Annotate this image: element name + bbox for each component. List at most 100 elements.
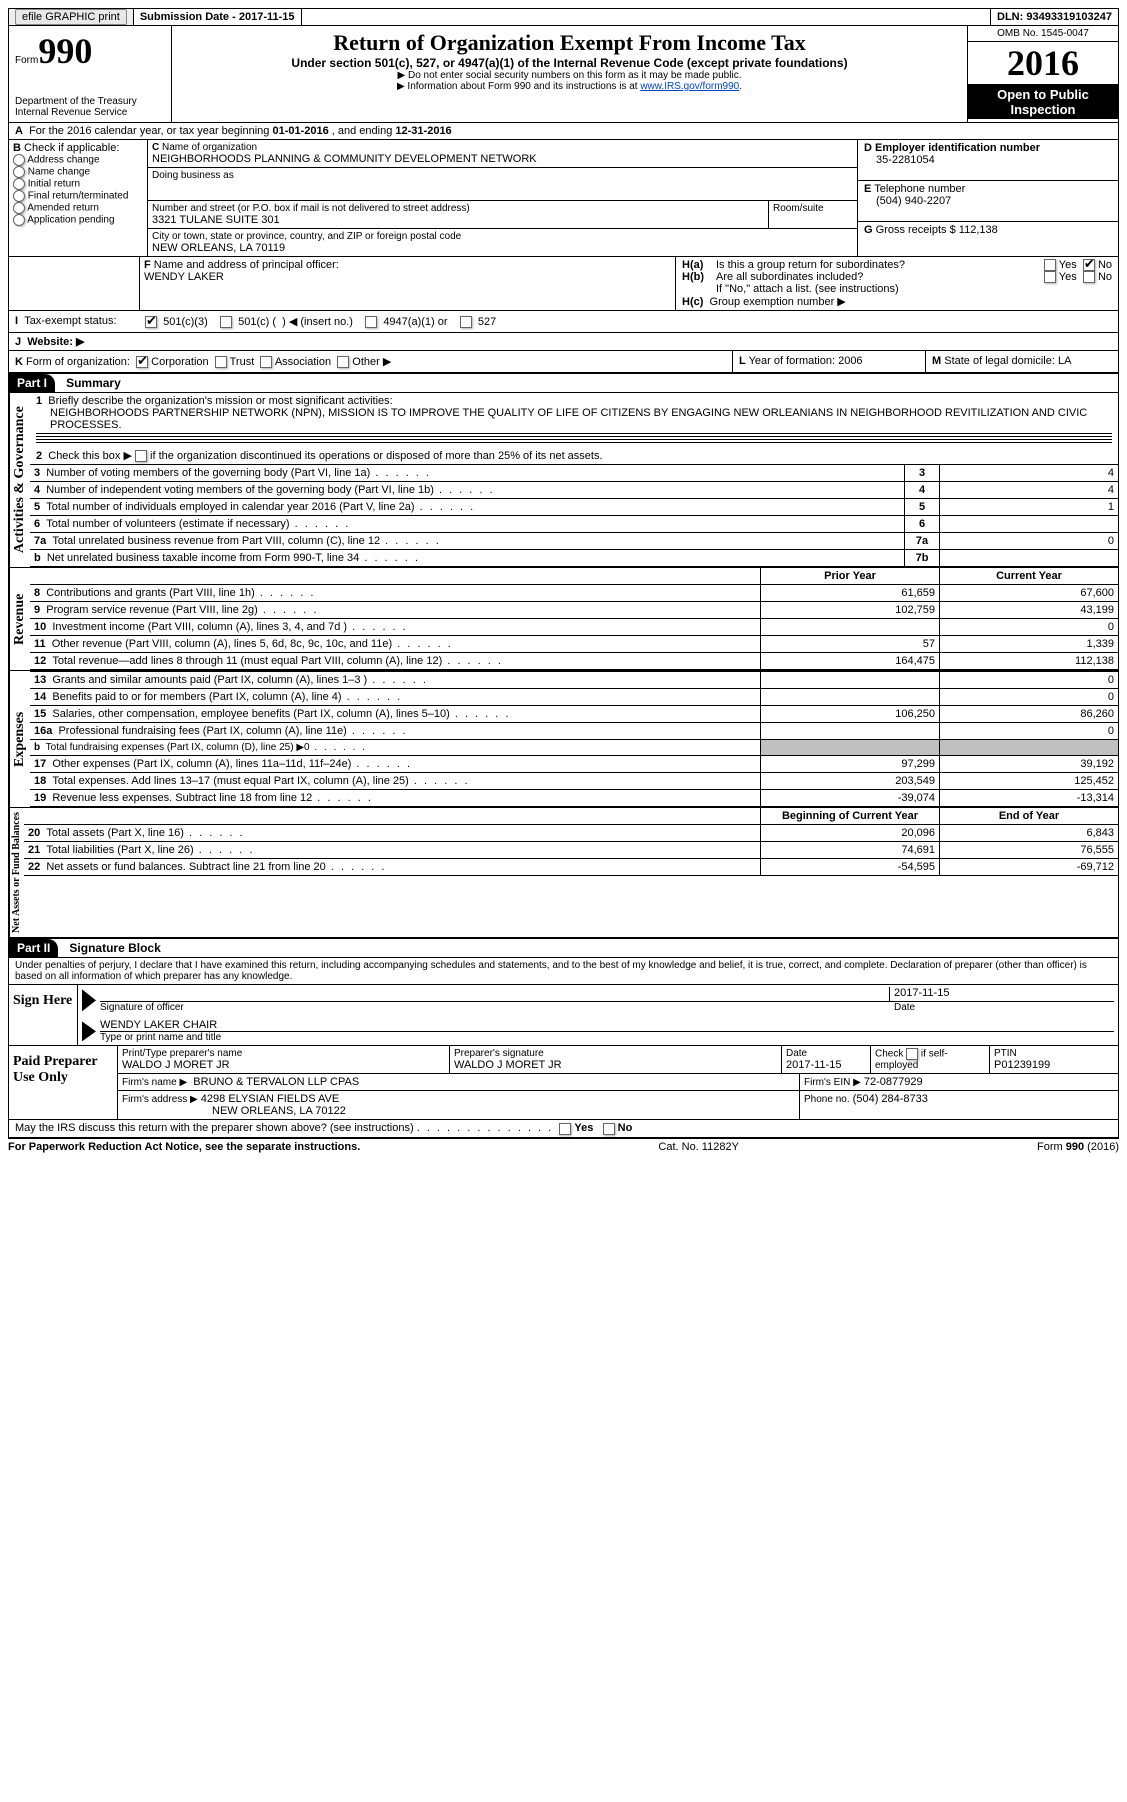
officer-name-title: WENDY LAKER CHAIR bbox=[100, 1019, 1114, 1032]
form-990-foot: 990 bbox=[1066, 1141, 1084, 1153]
b-option-label: Initial return bbox=[28, 179, 80, 190]
vlabel-netassets: Net Assets or Fund Balances bbox=[9, 808, 24, 937]
b-option-radio[interactable] bbox=[13, 190, 25, 202]
yes-label: Yes bbox=[1059, 259, 1077, 271]
sig-date: 2017-11-15 bbox=[889, 987, 1114, 1002]
l1-text: Briefly describe the organization's miss… bbox=[48, 395, 392, 407]
b-option-label: Final return/terminated bbox=[28, 191, 129, 202]
yes-label-2: Yes bbox=[1059, 271, 1077, 283]
klm-block: K Form of organization: Corporation Trus… bbox=[9, 351, 1118, 373]
b-option-radio[interactable] bbox=[13, 178, 25, 190]
firm-ein-label: Firm's EIN ▶ bbox=[804, 1077, 861, 1088]
l2-checkbox[interactable] bbox=[135, 450, 147, 462]
k-other-checkbox[interactable] bbox=[337, 356, 349, 368]
expenses-block: Expenses 13 Grants and similar amounts p… bbox=[9, 670, 1118, 807]
part-i-title: Summary bbox=[58, 376, 121, 390]
section-deg: D Employer identification number 35-2281… bbox=[858, 140, 1118, 256]
firm-phone-label: Phone no. bbox=[804, 1094, 850, 1105]
date-label: Date bbox=[890, 1002, 1114, 1013]
501c3-checkbox[interactable] bbox=[145, 316, 157, 328]
vlabel-expenses: Expenses bbox=[9, 671, 30, 807]
b-option-radio[interactable] bbox=[13, 214, 25, 226]
part-ii-label: Part II bbox=[9, 939, 58, 957]
k-assoc-checkbox[interactable] bbox=[260, 356, 272, 368]
prep-sig-label: Preparer's signature bbox=[454, 1048, 777, 1059]
i-o2a: 501(c) ( bbox=[238, 316, 276, 328]
c-name-label: Name of organization bbox=[162, 142, 257, 153]
k-label: Form of organization: bbox=[26, 356, 130, 368]
arrow-icon bbox=[82, 989, 96, 1011]
l2-pre: Check this box ▶ bbox=[48, 450, 132, 462]
ha-text: Is this a group return for subordinates? bbox=[716, 259, 992, 271]
fh-block: F Name and address of principal officer:… bbox=[9, 256, 1118, 310]
b-option-radio[interactable] bbox=[13, 166, 25, 178]
k-corp-checkbox[interactable] bbox=[136, 356, 148, 368]
prep-sig: WALDO J MORET JR bbox=[454, 1059, 777, 1071]
phone-value: (504) 940-2207 bbox=[864, 195, 1112, 207]
g-label: Gross receipts $ bbox=[876, 224, 956, 236]
firm-ein: 72-0877929 bbox=[864, 1076, 923, 1088]
b-option-label: Amended return bbox=[27, 203, 99, 214]
ha-no-checkbox[interactable] bbox=[1083, 259, 1095, 271]
section-f: F Name and address of principal officer:… bbox=[140, 257, 676, 310]
b-label: Check if applicable: bbox=[24, 142, 119, 154]
discuss-yes: Yes bbox=[574, 1122, 593, 1134]
4947-checkbox[interactable] bbox=[365, 316, 377, 328]
top-bar: efile GRAPHIC print Submission Date - 20… bbox=[9, 9, 1118, 26]
hc-text: Group exemption number ▶ bbox=[710, 296, 846, 308]
efile-button[interactable]: efile GRAPHIC print bbox=[15, 9, 127, 25]
paid-preparer-block: Paid Preparer Use Only Print/Type prepar… bbox=[9, 1046, 1118, 1120]
irs-link[interactable]: www.IRS.gov/form990 bbox=[640, 81, 739, 92]
i-o4: 527 bbox=[478, 316, 496, 328]
m-val: LA bbox=[1058, 355, 1071, 367]
k-trust-checkbox[interactable] bbox=[215, 356, 227, 368]
prep-date: 2017-11-15 bbox=[786, 1059, 866, 1071]
e-label: Telephone number bbox=[874, 183, 965, 195]
tax-year: 2016 bbox=[968, 42, 1118, 85]
f-label: Name and address of principal officer: bbox=[154, 259, 339, 271]
discuss-yes-checkbox[interactable] bbox=[559, 1123, 571, 1135]
section-m: M State of legal domicile: LA bbox=[926, 351, 1118, 372]
dba-label: Doing business as bbox=[152, 170, 853, 181]
d-label: Employer identification number bbox=[875, 142, 1040, 154]
declaration-text: Under penalties of perjury, I declare th… bbox=[9, 958, 1118, 984]
501c-checkbox[interactable] bbox=[220, 316, 232, 328]
ha-yes-checkbox[interactable] bbox=[1044, 259, 1056, 271]
section-j: J Website: ▶ bbox=[9, 332, 1118, 351]
b-option-radio[interactable] bbox=[13, 154, 25, 166]
discuss-no-checkbox[interactable] bbox=[603, 1123, 615, 1135]
firm-addr2: NEW ORLEANS, LA 70122 bbox=[122, 1105, 346, 1117]
hb-no-checkbox[interactable] bbox=[1083, 271, 1095, 283]
hb-yes-checkbox[interactable] bbox=[1044, 271, 1056, 283]
prep-date-label: Date bbox=[786, 1048, 866, 1059]
info-note: ▶ Information about Form 990 and its ins… bbox=[397, 81, 640, 92]
527-checkbox[interactable] bbox=[460, 316, 472, 328]
section-a: A For the 2016 calendar year, or tax yea… bbox=[9, 123, 1118, 140]
submission-date: 2017-11-15 bbox=[239, 11, 295, 23]
vlabel-revenue: Revenue bbox=[9, 568, 30, 670]
open-inspection: Open to Public Inspection bbox=[968, 85, 1118, 119]
i-label: Tax-exempt status: bbox=[24, 315, 116, 327]
i-o1: 501(c)(3) bbox=[163, 316, 208, 328]
section-b: B Check if applicable: Address change Na… bbox=[9, 140, 148, 256]
section-c: C Name of organization NEIGHBORHOODS PLA… bbox=[148, 140, 858, 256]
m-label: State of legal domicile: bbox=[944, 355, 1055, 367]
i-o3: 4947(a)(1) or bbox=[383, 316, 447, 328]
k-o0: Corporation bbox=[151, 356, 208, 368]
a-pre: For the 2016 calendar year, or tax year … bbox=[29, 125, 272, 137]
ssn-note: ▶ Do not enter social security numbers o… bbox=[178, 70, 961, 81]
b-option-radio[interactable] bbox=[13, 202, 25, 214]
self-employed-checkbox[interactable] bbox=[906, 1048, 918, 1060]
check-label: Check bbox=[875, 1049, 903, 1060]
part-i-label: Part I bbox=[9, 374, 55, 392]
discuss-no: No bbox=[618, 1122, 633, 1134]
prior-year-hdr: Prior Year bbox=[824, 570, 876, 582]
city-label: City or town, state or province, country… bbox=[152, 231, 853, 242]
form-word: Form bbox=[15, 55, 38, 66]
l-label: Year of formation: bbox=[749, 355, 835, 367]
firm-name-label: Firm's name ▶ bbox=[122, 1077, 187, 1088]
a-mid: , and ending bbox=[329, 125, 396, 137]
part-ii-header: Part II Signature Block bbox=[9, 938, 1118, 958]
irs-label: Internal Revenue Service bbox=[15, 107, 165, 118]
firm-name: BRUNO & TERVALON LLP CPAS bbox=[193, 1076, 359, 1088]
